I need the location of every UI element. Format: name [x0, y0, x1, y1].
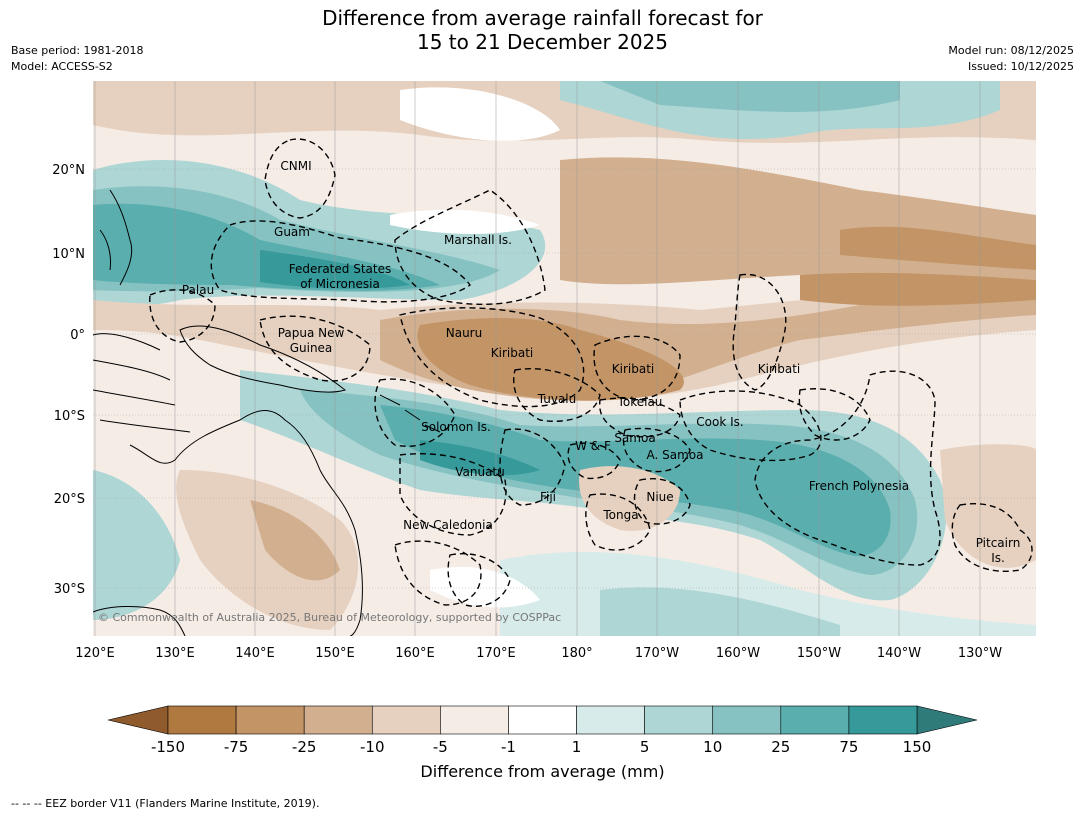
lon-label: 130°W: [958, 646, 1002, 661]
indonesia-coast: [93, 333, 191, 433]
region-label: CNMI: [280, 159, 311, 173]
lon-label: 150°W: [797, 646, 841, 661]
base-period: Base period: 1981-2018: [11, 44, 144, 57]
region-label: W & F: [575, 439, 611, 453]
colorbar-tick-label: -5: [433, 738, 448, 756]
axis-labels: 120°E 130°E 140°E 150°E 160°E 170°E 180° 170°W 1…: [52, 163, 1002, 661]
region-label: Samoa: [614, 431, 655, 445]
lon-label: 160°W: [716, 646, 760, 661]
region-label: Fiji: [540, 490, 556, 504]
lat-label: 20°N: [52, 163, 85, 178]
colorbar-tick-label: -150: [151, 738, 185, 756]
region-label: Kiribati: [758, 362, 800, 376]
meta-left: Base period: 1981-2018 Model: ACCESS-S2: [11, 43, 143, 75]
lon-label: 150°E: [315, 646, 355, 661]
region-label: Pitcairn: [976, 536, 1021, 550]
region-label: Federated States: [289, 262, 391, 276]
colorbar-label: Difference from average (mm): [420, 762, 665, 781]
region-label: French Polynesia: [809, 479, 909, 493]
region-label: Vanuatu: [455, 465, 505, 479]
lat-label: 30°S: [54, 582, 85, 597]
issued-date: Issued: 10/12/2025: [967, 60, 1074, 73]
eez-footnote: -- -- -- EEZ border V11 (Flanders Marine…: [11, 797, 320, 810]
eez-borders: [149, 138, 1033, 607]
region-label: Marshall Is.: [444, 233, 512, 247]
region-label: Palau: [182, 283, 214, 297]
title-line-2: 15 to 21 December 2025: [416, 30, 668, 54]
colorbar-swatch: [712, 705, 782, 735]
region-label: Kiribati: [491, 346, 533, 360]
lat-label: 20°S: [54, 492, 85, 507]
copyright-notice: © Commonwealth of Australia 2025, Bureau…: [98, 611, 561, 624]
chart-title: Difference from average rainfall forecas…: [0, 6, 1085, 54]
map-field: [93, 81, 1036, 636]
colorbar-tick-label: 25: [771, 738, 790, 756]
lat-label: 0°: [70, 328, 85, 343]
colorbar-swatch: [440, 705, 509, 735]
colorbar-tick-label: -75: [224, 738, 249, 756]
colorbar-swatch: [780, 705, 850, 735]
title-line-1: Difference from average rainfall forecas…: [322, 6, 763, 30]
lon-label: 120°E: [75, 646, 115, 661]
colorbar-tick-label: 150: [903, 738, 932, 756]
model-run: Model run: 08/12/2025: [948, 44, 1074, 57]
new-guinea-coast: [179, 325, 347, 393]
region-label: Cook Is.: [696, 415, 743, 429]
colorbar-tick-label: 10: [703, 738, 722, 756]
lon-label: 170°W: [635, 646, 679, 661]
region-label: Is.: [991, 551, 1005, 565]
lon-label: 130°E: [155, 646, 195, 661]
colorbar-swatch: [848, 705, 918, 735]
lon-label: 180°: [561, 646, 592, 661]
region-label: Kiribati: [612, 362, 654, 376]
region-label: Solomon Is.: [421, 420, 491, 434]
lon-label: 160°E: [395, 646, 435, 661]
colorbar-swatch: [508, 705, 577, 735]
colorbar-swatch: [303, 705, 373, 735]
colorbar-swatch: [167, 705, 237, 735]
colorbar-under-arrow: [107, 705, 169, 735]
lat-label: 10°N: [52, 247, 85, 262]
colorbar-tick-label: 1: [572, 738, 582, 756]
graticule: [93, 81, 1036, 636]
region-label: Guinea: [290, 341, 333, 355]
australia-coast: [129, 410, 363, 636]
region-label: Papua New: [278, 326, 345, 340]
region-label: A. Samoa: [647, 448, 704, 462]
region-label: Niue: [646, 490, 673, 504]
philippines-coast: [99, 189, 133, 286]
colorbar-tick-label: -25: [292, 738, 317, 756]
colorbar-swatch: [235, 705, 305, 735]
nz-coast: [93, 605, 186, 636]
colorbar-tick-label: -1: [501, 738, 516, 756]
colorbar-swatch: [644, 705, 714, 735]
region-label: of Micronesia: [300, 277, 380, 291]
coastlines: [93, 189, 441, 636]
colorbar: -150 -75 -25 -10 -5 -1 1 5 10 25 75 150: [107, 705, 978, 756]
colorbar-over-arrow: [916, 705, 978, 735]
region-label: New Caledonia: [403, 518, 493, 532]
colorbar-swatch: [371, 705, 441, 735]
colorbar-tick-label: -10: [360, 738, 385, 756]
meta-right: Model run: 08/12/2025 Issued: 10/12/2025: [948, 43, 1074, 75]
colorbar-swatch: [576, 705, 645, 735]
colorbar-tick-label: 75: [839, 738, 858, 756]
region-label: Tokelau: [617, 395, 663, 409]
solomon-coast: [379, 394, 441, 433]
model-name: Model: ACCESS-S2: [11, 60, 113, 73]
region-label: Tuvalu: [537, 392, 577, 406]
lon-label: 140°W: [877, 646, 921, 661]
colorbar-tick-label: 5: [640, 738, 650, 756]
region-label: Tonga: [602, 508, 638, 522]
lon-label: 170°E: [476, 646, 516, 661]
lat-label: 10°S: [54, 409, 85, 424]
region-label: Nauru: [446, 326, 482, 340]
lon-label: 140°E: [235, 646, 275, 661]
region-label: Guam: [274, 225, 310, 239]
